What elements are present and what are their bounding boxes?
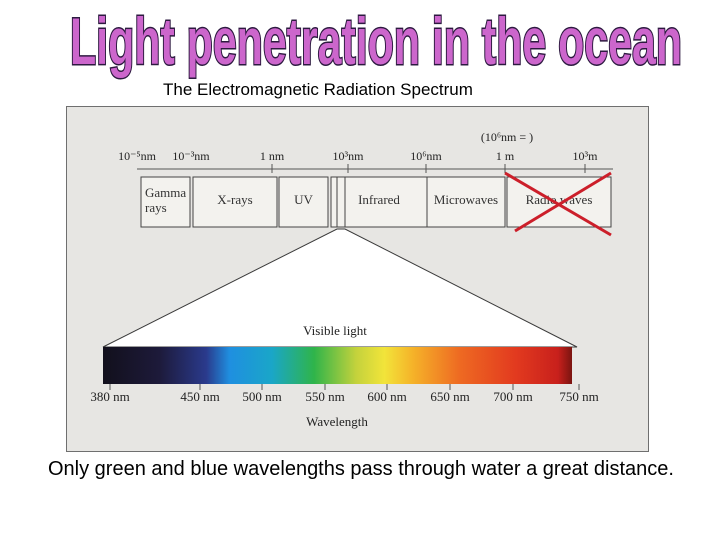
visible-light-cone — [102, 228, 578, 348]
wavelength-label: 600 nm — [367, 389, 406, 404]
band-label: Infrared — [358, 192, 400, 207]
radio-waves-cross — [504, 171, 612, 237]
scale-label: 1 m — [496, 149, 515, 163]
wavelength-label: 650 nm — [430, 389, 469, 404]
cross-stroke — [514, 171, 612, 233]
band-box — [278, 176, 329, 228]
band-label: X-rays — [217, 192, 252, 207]
band-box — [426, 176, 506, 228]
scale-label: 1 nm — [260, 149, 285, 163]
scale-ticks — [137, 164, 613, 173]
axis-label: Wavelength — [306, 414, 368, 429]
wavelength-label: 700 nm — [493, 389, 532, 404]
wavelength-label: 500 nm — [242, 389, 281, 404]
band-box — [330, 176, 428, 228]
band-box — [192, 176, 278, 228]
caption: Only green and blue wavelengths pass thr… — [48, 458, 674, 480]
diagram-heading: The Electromagnetic Radiation Spectrum — [163, 80, 473, 99]
spectrum-diagram: (10⁶nm = ) 10⁻⁵nm 10⁻³nm 1 nm 10³nm 10⁶nm 1 m… — [90, 130, 613, 429]
scale-label: 10⁻⁵nm — [118, 149, 157, 163]
wavelength-label: 550 nm — [305, 389, 344, 404]
band-label: Gamma — [145, 185, 186, 200]
scale-labels: 10⁻⁵nm 10⁻³nm 1 nm 10³nm 10⁶nm 1 m 10³m — [118, 149, 598, 163]
band-label: Microwaves — [434, 192, 498, 207]
spectrum-figure: (10⁶nm = ) 10⁻⁵nm 10⁻³nm 1 nm 10³nm 10⁶nm 1 m… — [66, 106, 649, 452]
scale-label: 10³nm — [333, 149, 365, 163]
band-box — [140, 176, 191, 228]
scale-label: 10⁶nm — [410, 149, 442, 163]
page-title-text: Light penetration in the ocean — [70, 4, 682, 78]
visible-spectrum-bar — [103, 347, 572, 384]
scale-label: 10³m — [573, 149, 599, 163]
scale-label: 10⁻³nm — [172, 149, 210, 163]
wavelength-label: 750 nm — [559, 389, 598, 404]
wavelength-ticks: 380 nm 450 nm 500 nm 550 nm 600 nm 650 nm 700 … — [90, 384, 599, 404]
band-label: UV — [294, 192, 313, 207]
scale-note: (10⁶nm = ) — [481, 130, 533, 144]
visible-light-label: Visible light — [303, 323, 367, 338]
page-title: Light penetration in the ocean — [69, 4, 684, 80]
band-label: rays — [145, 200, 167, 215]
wavelength-label: 380 nm — [90, 389, 129, 404]
wavelength-label: 450 nm — [180, 389, 219, 404]
